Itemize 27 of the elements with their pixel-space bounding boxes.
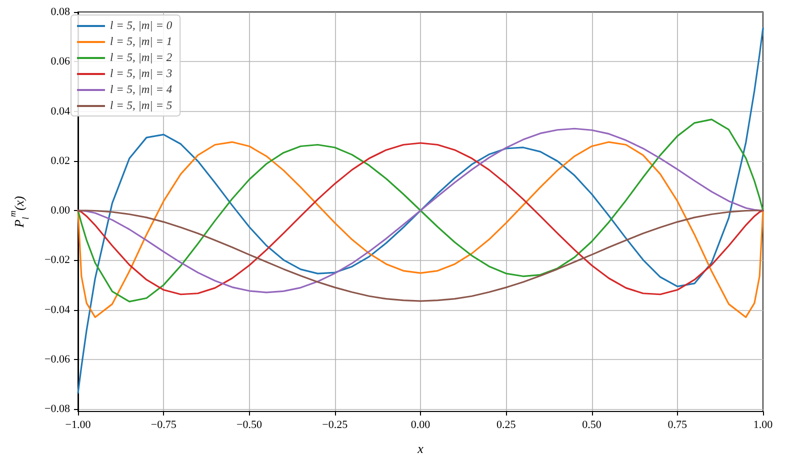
y-tick-label: 0.00 — [50, 204, 70, 217]
x-tick-label: 1.00 — [753, 419, 774, 431]
x-axis-title: x — [416, 441, 424, 456]
y-axis-title: Plm(x) — [8, 196, 30, 228]
y-tick-label: −0.06 — [44, 353, 70, 366]
x-tick-label: −0.25 — [322, 419, 348, 431]
y-tick-label: 0.04 — [50, 105, 70, 118]
y-tick-label: 0.06 — [50, 56, 70, 68]
x-tick-label: 0.50 — [582, 419, 602, 431]
legend-label: l = 5, |m| = 4 — [110, 84, 172, 96]
y-tick-label: 0.08 — [50, 6, 70, 18]
y-tick-label: −0.04 — [44, 304, 70, 316]
line-series — [77, 210, 764, 302]
x-tick-label: −0.75 — [150, 419, 177, 431]
y-tick-label: −0.08 — [44, 403, 70, 416]
legend-label: l = 5, |m| = 3 — [110, 68, 172, 80]
legend-label: l = 5, |m| = 2 — [110, 52, 172, 64]
y-tick-label: −0.02 — [44, 254, 70, 266]
x-tick-label: −0.50 — [236, 419, 262, 431]
legend-label: l = 5, |m| = 0 — [110, 20, 172, 32]
legend-label: l = 5, |m| = 5 — [110, 100, 172, 112]
x-tick-label: 0.25 — [496, 419, 516, 431]
x-tick-label: −1.00 — [65, 419, 92, 431]
x-tick-label: 0.75 — [668, 419, 688, 431]
legend-label: l = 5, |m| = 1 — [110, 36, 172, 48]
x-tick-label: 0.00 — [410, 419, 431, 431]
y-tick-label: 0.02 — [50, 154, 70, 167]
